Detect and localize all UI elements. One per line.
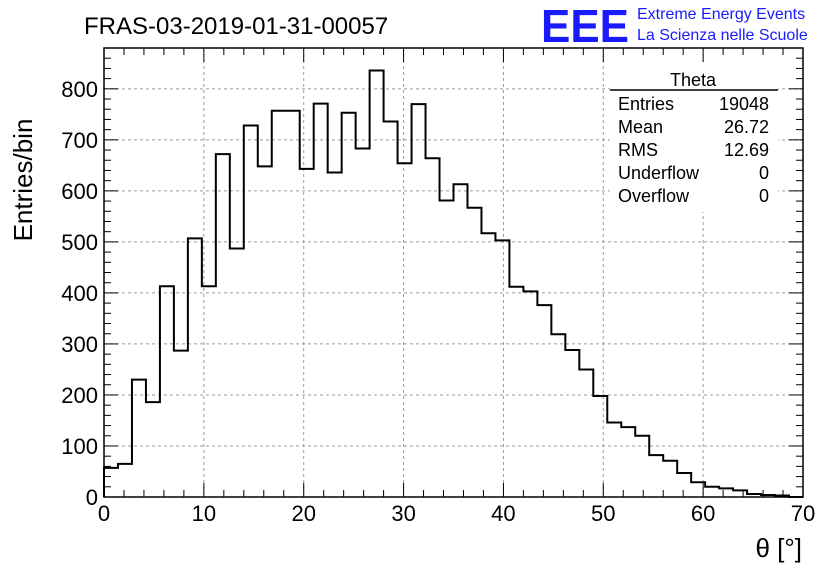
stats-label-entries: Entries xyxy=(618,94,674,114)
y-tick-label: 700 xyxy=(61,128,98,153)
histogram-series xyxy=(103,69,803,498)
stats-label-underflow: Underflow xyxy=(618,163,700,183)
stats-label-rms: RMS xyxy=(618,140,658,160)
y-tick-label: 200 xyxy=(61,383,98,408)
x-tick-label: 0 xyxy=(98,501,110,526)
stats-title: Theta xyxy=(670,70,717,90)
logo-mark: EEE xyxy=(541,0,629,52)
stats-label-overflow: Overflow xyxy=(618,186,690,206)
logo-line1: Extreme Energy Events xyxy=(637,6,805,23)
x-tick-label: 40 xyxy=(491,501,515,526)
y-tick-label: 800 xyxy=(61,77,98,102)
y-tick-labels: 0 100 200 300 400 500 600 700 800 xyxy=(61,77,98,510)
y-tick-label: 400 xyxy=(61,281,98,306)
y-tick-label: 0 xyxy=(86,485,98,510)
y-axis-title: Entries/bin xyxy=(8,119,38,242)
logo-line2: La Scienza nelle Scuole xyxy=(637,27,808,44)
x-tick-label: 20 xyxy=(291,501,315,526)
stats-box: Theta Entries 19048 Mean 26.72 RMS 12.69… xyxy=(610,62,778,212)
stats-value-underflow: 0 xyxy=(759,163,769,183)
x-tick-label: 70 xyxy=(791,501,815,526)
x-tick-label: 30 xyxy=(391,501,415,526)
x-tick-labels: 0 10 20 30 40 50 60 70 xyxy=(98,501,815,526)
x-tick-label: 10 xyxy=(192,501,216,526)
stats-label-mean: Mean xyxy=(618,117,663,137)
stats-value-overflow: 0 xyxy=(759,186,769,206)
x-axis-title: θ [°] xyxy=(755,533,802,563)
x-tick-label: 60 xyxy=(691,501,715,526)
y-tick-label: 600 xyxy=(61,179,98,204)
chart-title: FRAS-03-2019-01-31-00057 xyxy=(84,13,388,40)
y-tick-label: 300 xyxy=(61,332,98,357)
stats-value-rms: 12.69 xyxy=(724,140,769,160)
stats-value-mean: 26.72 xyxy=(724,117,769,137)
stats-box-bg xyxy=(610,62,778,212)
axis-ticks xyxy=(103,47,804,498)
stats-value-entries: 19048 xyxy=(719,94,769,114)
x-tick-label: 50 xyxy=(591,501,615,526)
eee-logo: EEE Extreme Energy Events La Scienza nel… xyxy=(541,0,808,52)
y-tick-label: 100 xyxy=(61,434,98,459)
y-tick-label: 500 xyxy=(61,230,98,255)
